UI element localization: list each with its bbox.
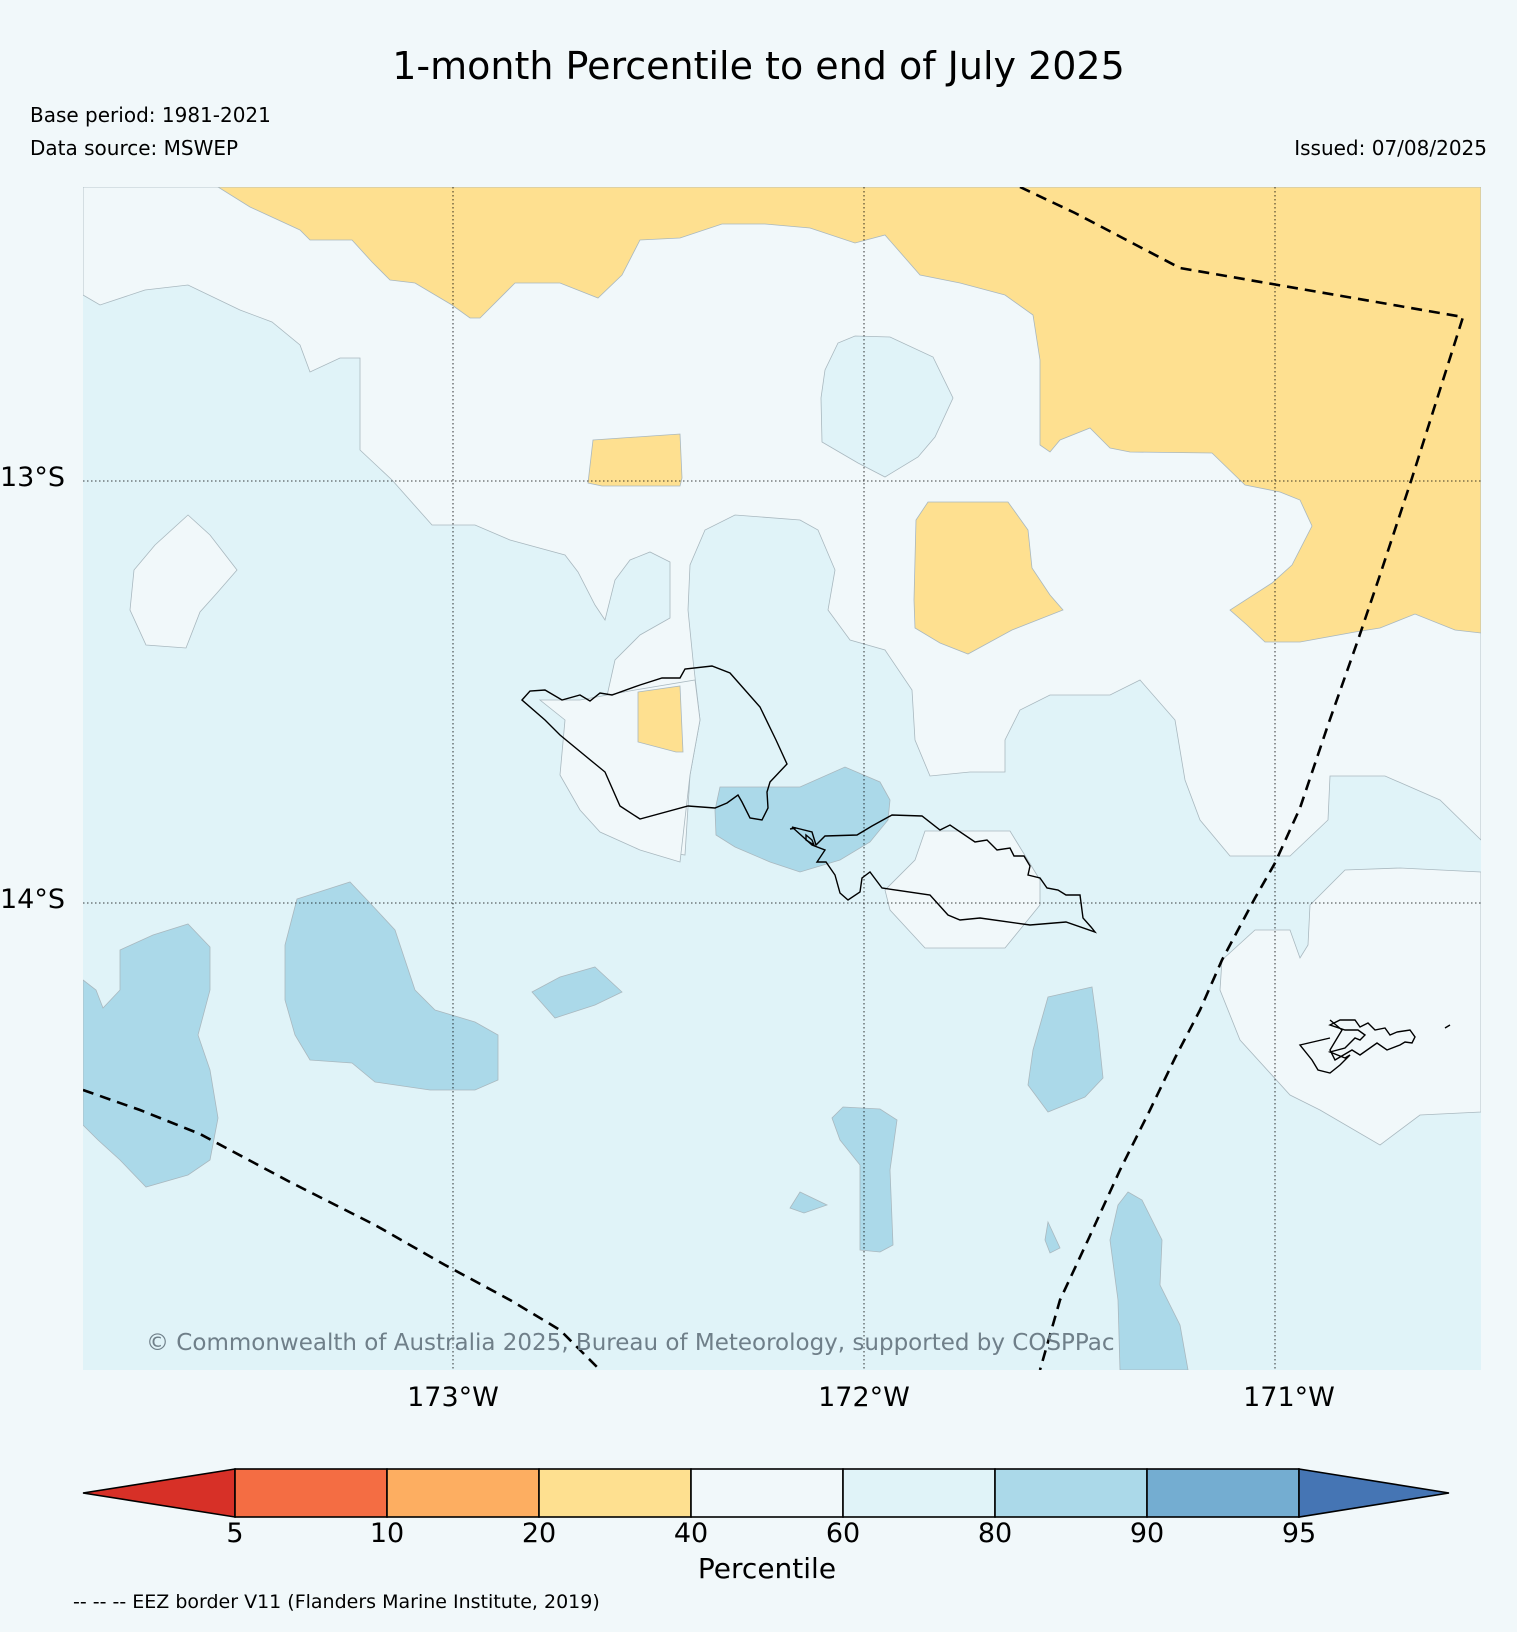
colorbar-segment-80-90 — [994, 1468, 1148, 1518]
colorbar-tick-60: 60 — [825, 1518, 861, 1549]
zone-20-40-north — [217, 187, 1481, 643]
colorbar-title: Percentile — [697, 1552, 837, 1585]
colorbar-tick-80: 80 — [977, 1518, 1013, 1549]
zone-80-90-apia — [714, 766, 891, 873]
zone-20-40-savaii — [637, 685, 684, 753]
colorbar-tick-10: 10 — [369, 1518, 405, 1549]
zone-80-90-small-a — [531, 966, 623, 1019]
lat-label-13s: 13°S — [0, 462, 65, 493]
islet-coastline — [805, 833, 816, 847]
colorbar-tick-5: 5 — [226, 1518, 244, 1549]
tutuila-east-coastline — [1444, 1024, 1451, 1029]
colorbar-extend-high — [1298, 1468, 1450, 1518]
map-title: 1-month Percentile to end of July 2025 — [392, 44, 1125, 88]
copyright-credit: © Commonwealth of Australia 2025, Bureau… — [146, 1330, 1115, 1356]
colorbar-tick-20: 20 — [521, 1518, 557, 1549]
colorbar-segment-90-95 — [1146, 1468, 1300, 1518]
zone-80-90-south-central — [831, 1106, 898, 1253]
colorbar-segment-40-60 — [690, 1468, 844, 1518]
eez-borders — [83, 187, 1465, 1370]
colorbar-segment-20-40 — [538, 1468, 692, 1518]
lon-label-173w: 173°W — [407, 1382, 499, 1413]
coastlines — [521, 665, 1451, 1074]
base-period: Base period: 1981-2021 — [30, 103, 271, 127]
zone-80-90-small-b — [789, 1191, 829, 1214]
colorbar — [82, 1468, 1450, 1518]
zone-20-40-east — [913, 501, 1064, 655]
eez-border-north — [1019, 187, 1465, 1370]
lon-label-172w: 172°W — [818, 1382, 910, 1413]
colorbar-tick-90: 90 — [1129, 1518, 1165, 1549]
savaii-coastline — [521, 665, 788, 821]
zone-40-60-upolu — [884, 830, 1041, 949]
eez-border-southwest — [83, 1088, 601, 1370]
lon-label-171w: 171°W — [1243, 1382, 1335, 1413]
zone-80-90-small-c — [1044, 1220, 1061, 1254]
colorbar-segment-60-80 — [842, 1468, 996, 1518]
colorbar-segment-5-10 — [234, 1468, 388, 1518]
zone-20-40-central — [587, 433, 683, 487]
zone-60-80-north — [820, 335, 954, 478]
data-source: Data source: MSWEP — [30, 136, 239, 160]
lat-label-14s: 14°S — [0, 884, 65, 915]
eez-legend-note: -- -- -- EEZ border V11 (Flanders Marine… — [73, 1591, 600, 1613]
colorbar-extend-low — [82, 1468, 236, 1518]
graticule — [83, 187, 1481, 1370]
upolu-coastline — [791, 814, 1098, 934]
zone-80-90-southeast — [1109, 1191, 1189, 1370]
colorbar-tick-40: 40 — [673, 1518, 709, 1549]
colorbar-segment-10-20 — [386, 1468, 540, 1518]
colorbar-tick-95: 95 — [1281, 1518, 1317, 1549]
zone-80-90-mid-south — [1027, 986, 1104, 1113]
zone-40-60-west — [129, 514, 238, 649]
issued-date: Issued: 07/08/2025 — [1294, 136, 1487, 160]
zone-80-90-southwest — [284, 881, 499, 1091]
zone-80-90-west-edge — [83, 923, 219, 1188]
islet2-coastline — [789, 827, 797, 830]
tutuila-coastline — [1298, 1019, 1416, 1074]
